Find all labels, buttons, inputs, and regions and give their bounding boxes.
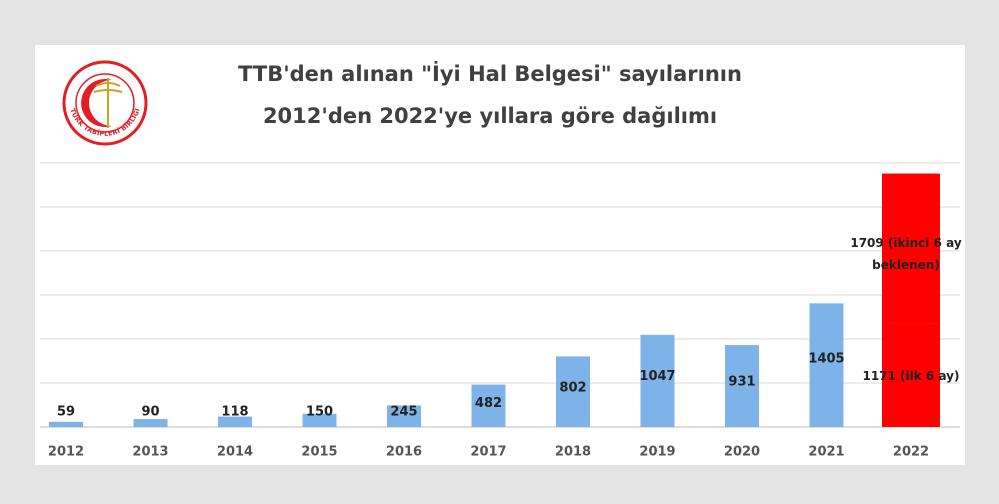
bar: [218, 416, 252, 427]
bar: [725, 345, 759, 427]
chart-title: 2012'den 2022'ye yıllara göre dağılımı: [263, 104, 717, 128]
data-label: 245: [390, 405, 417, 420]
data-label: 90: [141, 405, 159, 420]
x-tick-label: 2016: [386, 445, 422, 460]
x-tick-label: 2014: [217, 445, 253, 460]
x-tick-label: 2018: [555, 445, 591, 460]
x-tick-label: 2012: [48, 445, 84, 460]
bar: [640, 334, 675, 427]
data-label: 802: [559, 381, 586, 396]
data-label: 1405: [808, 351, 844, 366]
x-tick-label: 2019: [639, 445, 675, 460]
data-label: 1047: [639, 369, 675, 384]
x-tick-label: 2015: [301, 445, 337, 460]
x-tick-label: 2020: [724, 445, 760, 460]
x-tick-label: 2022: [893, 445, 929, 460]
chart-title: TTB'den alınan "İyi Hal Belgesi" sayılar…: [238, 61, 742, 86]
data-label: 1709 (ikinci 6 ay beklenen): [850, 235, 962, 272]
x-tick-label: 2013: [132, 445, 168, 460]
data-label: 482: [475, 396, 502, 411]
bar: [882, 323, 940, 427]
bar: [49, 421, 83, 427]
data-label: 150: [306, 405, 333, 420]
data-label: 118: [221, 405, 248, 420]
bar: [302, 413, 337, 427]
data-label: 1171 (ilk 6 ay): [862, 368, 960, 383]
x-tick-label: 2017: [470, 445, 506, 460]
data-label: 931: [728, 374, 755, 389]
bar: [471, 384, 506, 427]
bar: [882, 173, 940, 324]
logo: TÜRK TABİPLERİ BİRLİĞİ: [62, 60, 148, 146]
x-tick-label: 2021: [808, 445, 844, 460]
data-label: 59: [57, 405, 75, 420]
bar: [556, 356, 590, 427]
bar: [809, 303, 844, 427]
bar: [133, 419, 168, 427]
bar: [387, 405, 421, 427]
